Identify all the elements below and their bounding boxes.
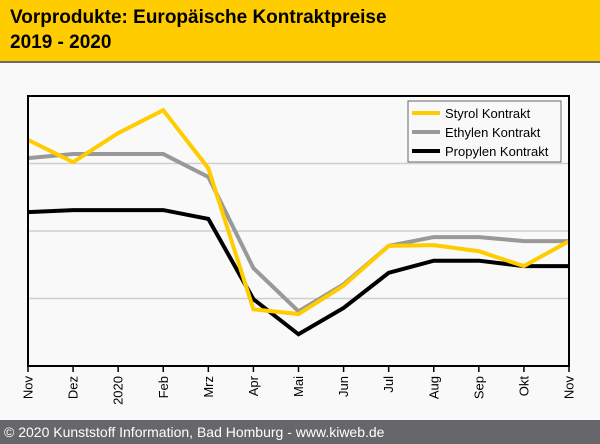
gridlines	[28, 162, 569, 300]
series-line-ethylen-kontrakt	[27, 152, 569, 314]
x-tick-label: 2020	[111, 376, 126, 405]
x-tick-label: Nov	[562, 376, 577, 400]
x-tick-label: Nov	[21, 376, 36, 400]
x-tick-label: Jul	[381, 376, 396, 393]
chart-title: Vorprodukte: Europäische Kontraktpreise	[10, 7, 387, 28]
footer: © 2020 Kunststoff Information, Bad Hombu…	[0, 420, 600, 444]
chart-subtitle: 2019 - 2020	[10, 32, 112, 53]
x-tick-label: Aug	[426, 376, 441, 399]
series-line-propylen-kontrakt	[27, 208, 569, 337]
x-tick-label: Mai	[291, 376, 306, 397]
series-lines	[27, 107, 570, 337]
x-tick-label: Apr	[246, 375, 261, 396]
series-line-styrol-kontrakt	[27, 107, 570, 317]
legend: Styrol Kontrakt Ethylen Kontrakt Propylen …	[407, 100, 562, 163]
x-tick-label: Jun	[336, 376, 351, 397]
legend-label: Propylen Kontrakt	[445, 144, 549, 159]
x-axis-ticks: Nov Dez 2020 Feb Mrz Apr Mai Jun Jul Aug Sep Okt Nov	[21, 366, 577, 405]
chart-header: Vorprodukte: Europäische Kontraktpreise …	[0, 0, 600, 63]
legend-label: Styrol Kontrakt	[445, 106, 531, 121]
x-tick-label: Feb	[156, 376, 171, 398]
line-chart: Nov Dez 2020 Feb Mrz Apr Mai Jun Jul Aug Sep Okt Nov…	[21, 95, 577, 405]
copyright-text: © 2020 Kunststoff Information, Bad Hombu…	[4, 424, 385, 440]
x-tick-label: Dez	[66, 376, 81, 399]
legend-label: Ethylen Kontrakt	[445, 125, 541, 140]
x-tick-label: Okt	[516, 376, 531, 397]
x-tick-label: Sep	[471, 376, 486, 399]
x-tick-label: Mrz	[201, 376, 216, 398]
